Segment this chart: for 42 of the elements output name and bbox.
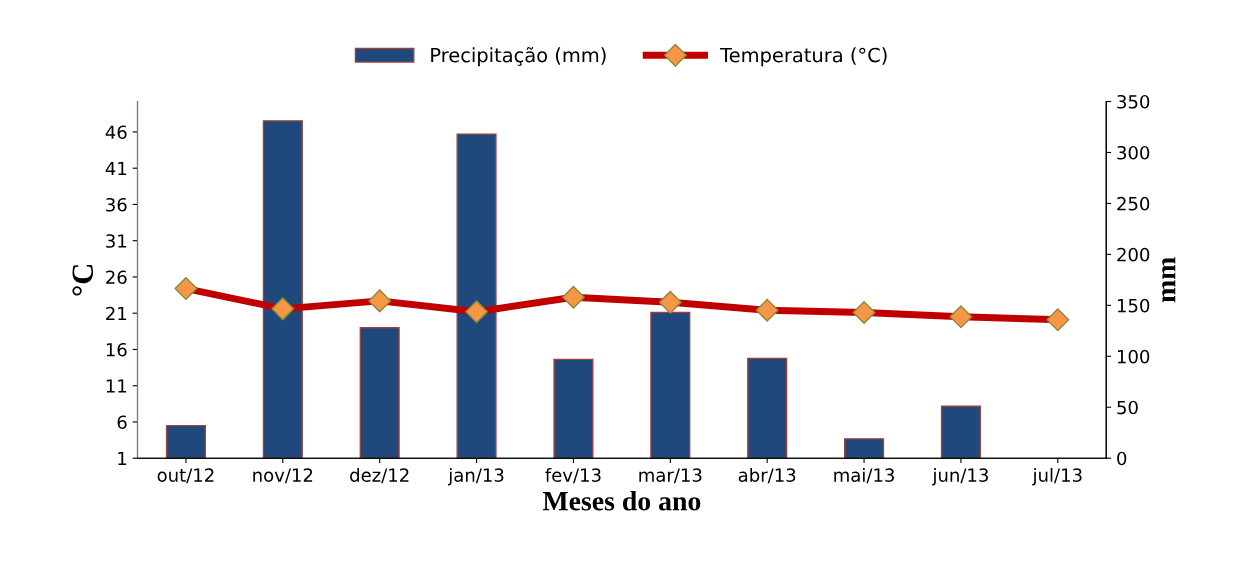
y-tick-label: 36	[106, 197, 127, 212]
y-tick-label: 26	[106, 270, 127, 285]
y2-tick-label: 150	[1117, 298, 1150, 313]
y-tick-label: 16	[106, 342, 127, 357]
x-tick-label: jun/13	[932, 467, 988, 486]
x-axis-title: Meses do ano	[542, 490, 701, 511]
y2-tick-label: 250	[1117, 196, 1150, 211]
x-tick-label: mar/13	[639, 468, 702, 484]
y2-tick-label: 350	[1117, 94, 1150, 109]
bar	[747, 357, 788, 459]
y-tick-label: 1	[118, 451, 127, 466]
bar	[262, 120, 303, 459]
legend-label: Precipitação (mm)	[431, 47, 606, 67]
x-tick-label: out/12	[157, 468, 214, 484]
bar	[359, 327, 400, 459]
bar	[650, 311, 691, 459]
y2-axis-title: mm	[1162, 257, 1176, 303]
y-tick-label: 31	[106, 234, 127, 248]
y-tick-label: 41	[105, 161, 127, 176]
y2-tick-label: 50	[1117, 400, 1138, 415]
y-tick-label: 6	[117, 415, 127, 430]
y-axis-title: °C	[72, 265, 94, 296]
bar	[843, 438, 885, 459]
y-tick-label: 21	[106, 306, 127, 321]
bar	[456, 133, 497, 459]
y2-tick-label: 200	[1117, 247, 1150, 262]
y2-tick-label: 100	[1117, 349, 1150, 364]
x-tick-label: dez/12	[350, 467, 409, 484]
x-tick-label: mai/13	[834, 467, 894, 484]
y-tick-label: 46	[105, 125, 127, 140]
bar	[553, 358, 594, 459]
bar	[940, 405, 982, 459]
legend-label: Temperatura (°C)	[720, 47, 887, 67]
x-tick-label: jul/13	[1032, 467, 1082, 486]
x-tick-label: nov/12	[253, 468, 313, 484]
x-tick-label: fev/13	[545, 467, 601, 484]
bar	[165, 424, 207, 459]
y2-tick-label: 300	[1117, 145, 1150, 160]
x-tick-label: jan/13	[447, 467, 504, 486]
y2-tick-label: 0	[1117, 451, 1127, 466]
y-tick-label: 11	[106, 379, 127, 393]
x-tick-label: abr/13	[738, 467, 796, 484]
